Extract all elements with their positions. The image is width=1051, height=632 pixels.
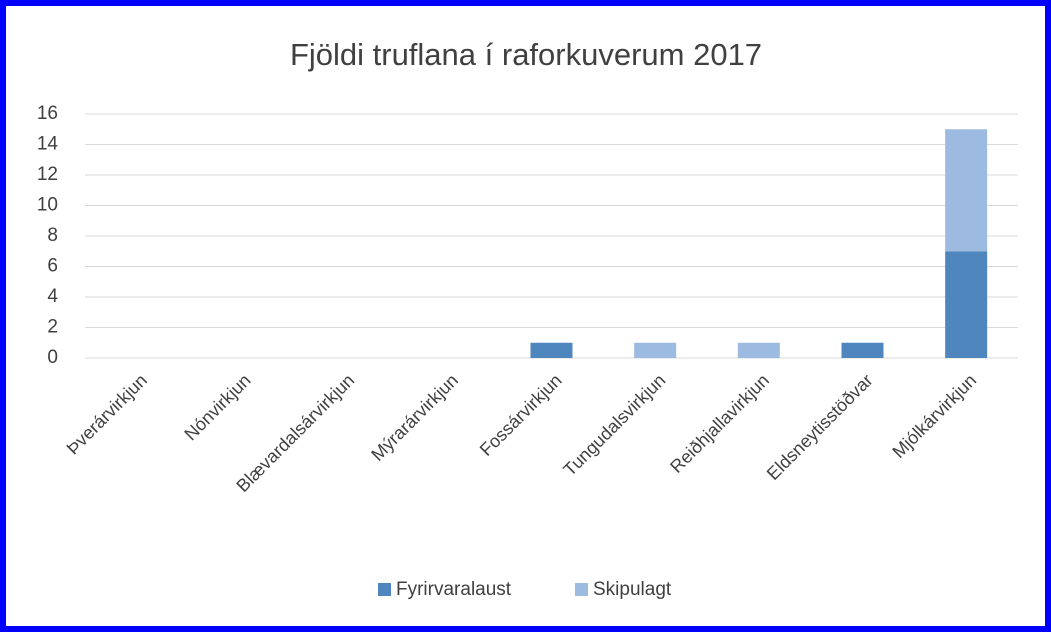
legend-label: Skipulagt	[593, 579, 672, 600]
y-tick-label: 8	[47, 225, 58, 246]
y-tick-label: 2	[47, 317, 58, 338]
legend-swatch	[378, 583, 391, 596]
y-tick-label: 4	[47, 286, 58, 307]
y-tick-label: 12	[37, 164, 58, 185]
bar-segment	[945, 129, 988, 252]
chart-title: Fjöldi truflana í raforkuverum 2017	[290, 37, 762, 72]
y-tick-label: 0	[47, 347, 58, 368]
y-tick-label: 6	[47, 256, 58, 277]
y-tick-label: 10	[37, 195, 58, 216]
bar-segment	[634, 342, 677, 358]
y-tick-label: 14	[37, 134, 59, 155]
legend-swatch	[575, 583, 588, 596]
bar-segment	[737, 342, 780, 358]
bar-segment	[530, 342, 573, 358]
legend-label: Fyrirvaralaust	[396, 579, 512, 600]
bar-segment	[945, 251, 988, 358]
y-tick-label: 16	[37, 103, 58, 124]
bar-segment	[841, 342, 884, 358]
